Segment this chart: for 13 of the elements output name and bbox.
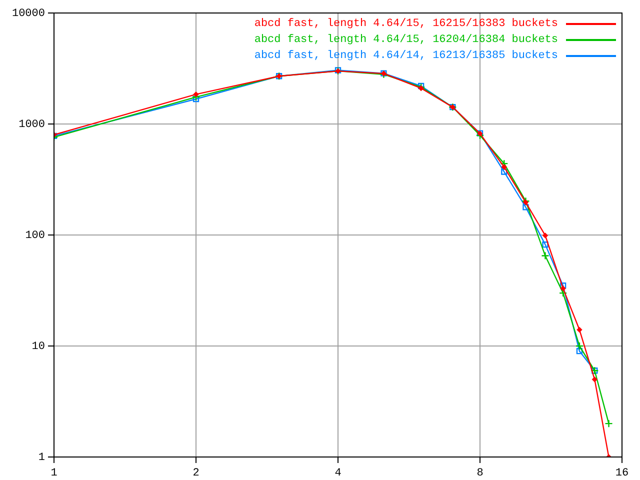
x-tick-label: 1: [50, 468, 58, 480]
x-tick-label: 16: [615, 468, 629, 480]
y-tick-label: 1: [38, 452, 46, 464]
y-tick-label: 10000: [12, 8, 45, 20]
x-tick-label: 4: [334, 468, 342, 480]
x-tick-label: 8: [476, 468, 484, 480]
y-tick-label: 100: [25, 230, 45, 242]
legend-label: abcd fast, length 4.64/15, 16215/16383 buckets: [254, 17, 558, 32]
x-tick-label: 2: [192, 468, 200, 480]
legend-label: abcd fast, length 4.64/15, 16204/16384 buckets: [254, 33, 558, 48]
y-tick-label: 1000: [18, 118, 45, 131]
y-tick-label: 10: [32, 340, 45, 353]
legend-label: abcd fast, length 4.64/14, 16213/16385 buckets: [254, 49, 558, 64]
